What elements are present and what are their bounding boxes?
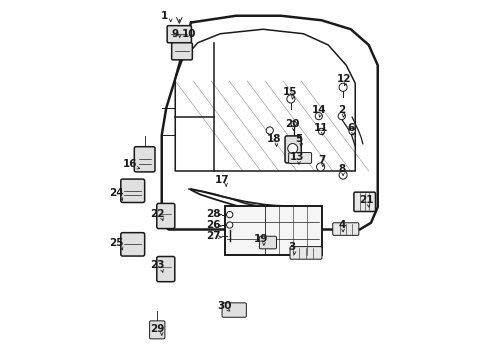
FancyBboxPatch shape	[290, 247, 322, 259]
Circle shape	[291, 121, 296, 126]
Text: 20: 20	[285, 119, 299, 129]
Text: 8: 8	[338, 164, 345, 174]
Bar	[225, 206, 321, 255]
Text: 16: 16	[123, 159, 138, 169]
Text: 6: 6	[347, 123, 354, 133]
Circle shape	[226, 222, 233, 228]
FancyBboxPatch shape	[167, 26, 192, 43]
FancyBboxPatch shape	[222, 303, 246, 317]
Text: 21: 21	[359, 195, 374, 205]
Text: 10: 10	[181, 29, 196, 39]
Text: 22: 22	[150, 209, 165, 219]
Text: 17: 17	[215, 175, 230, 185]
Text: 4: 4	[338, 220, 345, 230]
Text: 12: 12	[337, 74, 351, 84]
Circle shape	[317, 163, 325, 171]
Text: 9: 9	[172, 29, 179, 39]
Text: 25: 25	[109, 238, 124, 248]
FancyBboxPatch shape	[157, 203, 175, 229]
Text: 18: 18	[267, 135, 281, 144]
Text: 3: 3	[289, 243, 296, 252]
Circle shape	[349, 128, 355, 135]
Text: 28: 28	[206, 209, 221, 219]
FancyBboxPatch shape	[121, 233, 145, 256]
Text: 24: 24	[109, 189, 124, 198]
FancyBboxPatch shape	[172, 43, 193, 60]
Text: 2: 2	[338, 105, 345, 115]
FancyBboxPatch shape	[149, 321, 165, 339]
FancyBboxPatch shape	[333, 223, 359, 235]
Circle shape	[318, 128, 325, 135]
FancyBboxPatch shape	[354, 192, 375, 211]
Text: 29: 29	[150, 324, 165, 333]
Circle shape	[315, 112, 322, 120]
Circle shape	[287, 95, 295, 103]
FancyBboxPatch shape	[285, 136, 301, 163]
Circle shape	[288, 144, 297, 153]
Circle shape	[266, 127, 273, 134]
Text: 15: 15	[283, 87, 297, 97]
Text: 13: 13	[290, 153, 304, 162]
Text: 14: 14	[312, 105, 326, 115]
Text: 27: 27	[206, 231, 221, 241]
FancyBboxPatch shape	[134, 147, 155, 172]
Text: 26: 26	[206, 220, 221, 230]
Text: 23: 23	[150, 261, 165, 270]
Text: 11: 11	[314, 123, 329, 133]
Circle shape	[226, 211, 233, 218]
FancyBboxPatch shape	[121, 179, 145, 202]
FancyBboxPatch shape	[259, 236, 276, 249]
Circle shape	[338, 112, 345, 120]
Text: 19: 19	[253, 234, 268, 243]
Circle shape	[339, 83, 347, 91]
FancyBboxPatch shape	[157, 256, 175, 282]
Text: 5: 5	[295, 135, 303, 144]
FancyBboxPatch shape	[289, 153, 312, 163]
Text: 1: 1	[160, 11, 168, 21]
Circle shape	[339, 171, 347, 179]
Text: 30: 30	[218, 301, 232, 311]
Text: 7: 7	[318, 155, 325, 165]
